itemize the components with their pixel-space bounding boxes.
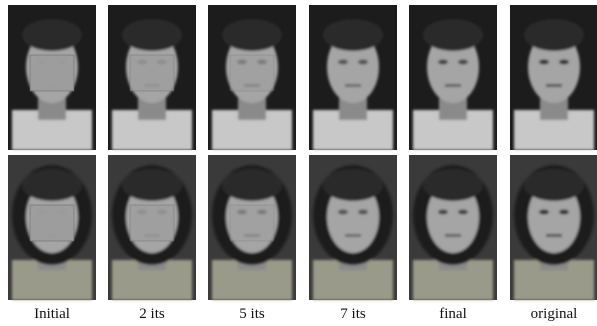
caption: final: [439, 306, 467, 322]
fill-patch: [230, 205, 274, 241]
eye: [358, 60, 368, 65]
fill-patch: [230, 55, 274, 91]
mouth: [345, 84, 361, 87]
eye: [438, 60, 448, 65]
hair: [22, 169, 82, 201]
face-image: [108, 155, 196, 300]
face-image: [108, 5, 196, 150]
hair: [323, 169, 383, 201]
image-grid: [8, 5, 597, 300]
eye: [338, 210, 348, 215]
eye: [458, 60, 468, 65]
hair: [22, 19, 82, 51]
caption: original: [531, 306, 578, 322]
mouth: [546, 234, 562, 237]
face-image: [409, 155, 497, 300]
fill-patch: [30, 205, 74, 241]
mouth: [345, 234, 361, 237]
eye: [358, 210, 368, 215]
eye: [438, 210, 448, 215]
face-image: [208, 5, 296, 150]
mouth: [445, 234, 461, 237]
face-image: [510, 5, 597, 150]
eye: [559, 210, 569, 215]
face-image: [309, 5, 397, 150]
caption: 7 its: [340, 306, 366, 322]
figure: Initial 2 its 5 its 7 its final original: [0, 0, 597, 326]
face-image: [8, 5, 96, 150]
eye: [458, 210, 468, 215]
face-image: [8, 155, 96, 300]
hair: [524, 169, 584, 201]
fill-patch: [130, 55, 174, 91]
face-image: [409, 5, 497, 150]
hair: [423, 19, 483, 51]
hair: [524, 19, 584, 51]
eye: [559, 60, 569, 65]
caption: 2 its: [139, 306, 165, 322]
eye: [539, 210, 549, 215]
hair: [122, 169, 182, 201]
fill-patch: [30, 55, 74, 91]
mouth: [445, 84, 461, 87]
caption: Initial: [34, 306, 70, 322]
hair: [222, 19, 282, 51]
hair: [222, 169, 282, 201]
fill-patch: [130, 205, 174, 241]
face-image: [510, 155, 597, 300]
face-image: [309, 155, 397, 300]
hair: [423, 169, 483, 201]
eye: [338, 60, 348, 65]
hair: [122, 19, 182, 51]
face-image: [208, 155, 296, 300]
hair: [323, 19, 383, 51]
mouth: [546, 84, 562, 87]
captions: Initial 2 its 5 its 7 its final original: [34, 306, 577, 322]
face: [413, 165, 493, 300]
caption: 5 its: [239, 306, 265, 322]
face: [313, 165, 393, 300]
eye: [539, 60, 549, 65]
face: [514, 165, 594, 300]
